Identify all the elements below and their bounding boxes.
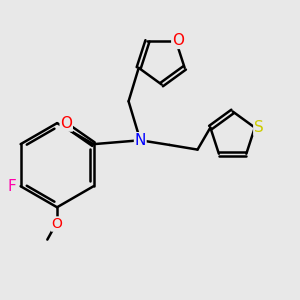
Text: F: F [8,179,16,194]
Text: O: O [52,217,62,231]
Text: S: S [254,120,264,135]
Text: O: O [172,33,184,48]
Text: O: O [60,116,72,131]
Text: N: N [135,133,146,148]
